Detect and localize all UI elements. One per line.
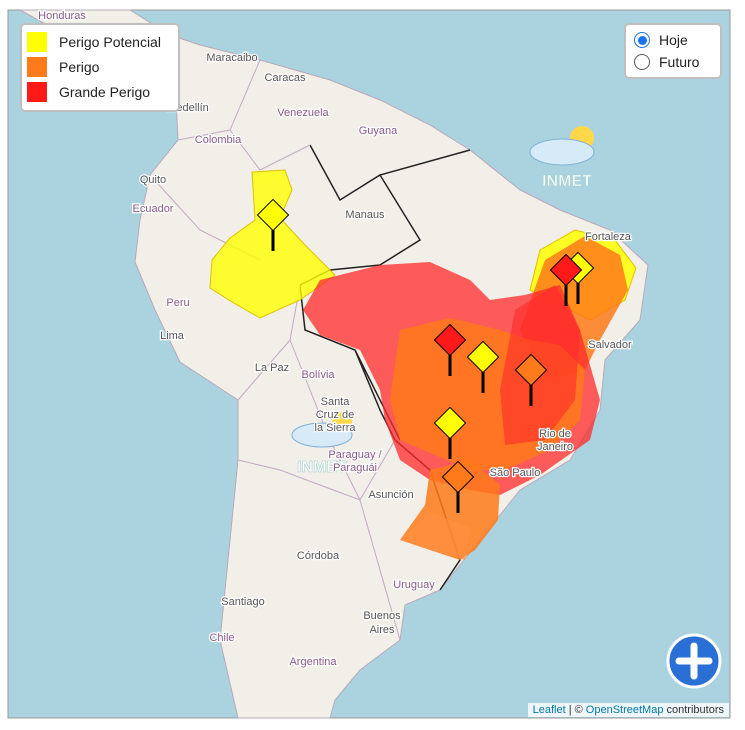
place-label: Asunción: [368, 489, 413, 501]
place-label: Peru: [166, 297, 189, 309]
admin-borders: [149, 59, 401, 641]
warning-icon: [441, 460, 475, 513]
place-label: Maracaibo: [206, 52, 257, 64]
place-label: São Paulo: [490, 467, 541, 479]
radio-button[interactable]: [634, 54, 650, 70]
attribution: Leaflet | © OpenStreetMap contributors: [527, 703, 729, 717]
place-label: Cruz de: [316, 409, 355, 421]
place-label: Bolívia: [301, 369, 335, 381]
radio-label: Futuro: [659, 54, 700, 70]
warning-icon: [466, 340, 500, 393]
alert-area-danger: [400, 512, 470, 560]
place-label: Manaus: [345, 209, 385, 221]
radio-label: Hoje: [659, 32, 688, 48]
attribution-suffix: contributors: [666, 704, 724, 716]
radio-option[interactable]: Hoje: [626, 29, 720, 51]
place-label: Venezuela: [277, 107, 329, 119]
place-label: Chile: [209, 632, 234, 644]
legend: Perigo Potencial Perigo Grande Perigo: [20, 23, 180, 112]
warning-icon: [514, 353, 548, 406]
place-label: Quito: [140, 174, 166, 186]
day-selector: Hoje Futuro: [624, 23, 722, 79]
place-label: Fortaleza: [585, 231, 632, 243]
place-label: Lima: [160, 330, 185, 342]
place-label: Santiago: [221, 596, 264, 608]
logo-text: INMET: [297, 459, 347, 476]
radio-button[interactable]: [634, 32, 650, 48]
place-label: Janeiro: [537, 441, 573, 453]
legend-swatch: [27, 81, 47, 102]
place-label: Buenos: [363, 610, 401, 622]
place-label: Paraguay /: [328, 449, 382, 461]
legend-item: Perigo Potencial: [22, 29, 178, 54]
place-label: Córdoba: [297, 550, 340, 562]
warning-icon: [549, 253, 583, 306]
warning-icon: [256, 198, 290, 251]
leaflet-link[interactable]: Leaflet: [532, 704, 566, 716]
place-label: La Paz: [255, 362, 289, 374]
place-label: la Sierra: [315, 422, 357, 434]
place-label: Paraguái: [333, 462, 377, 474]
place-label: Guyana: [359, 125, 398, 137]
place-label: Uruguay: [393, 579, 435, 591]
warning-icon: [433, 406, 467, 459]
land: [19, 9, 649, 719]
radio-option[interactable]: Futuro: [626, 51, 720, 73]
place-label: Rio de: [539, 428, 571, 440]
attribution-separator: | ©: [568, 704, 583, 716]
place-label: Aires: [369, 624, 395, 636]
place-label: Colombia: [195, 134, 242, 146]
logo-text: INMET: [542, 173, 592, 190]
legend-swatch: [27, 31, 47, 52]
place-label: Ecuador: [133, 203, 174, 215]
warning-icons: [256, 198, 595, 513]
place-label: Honduras: [38, 10, 86, 22]
place-label: Caracas: [265, 72, 306, 84]
place-label: Salvador: [588, 339, 632, 351]
legend-label: Perigo: [59, 58, 100, 75]
logo-inmet: INMET INMET: [291, 126, 595, 476]
place-label: Santa: [321, 396, 351, 408]
osm-link[interactable]: OpenStreetMap: [585, 704, 664, 716]
legend-label: Grande Perigo: [59, 83, 151, 100]
place-label: Argentina: [289, 656, 337, 668]
legend-label: Perigo Potencial: [59, 33, 161, 50]
zoom-button[interactable]: [666, 633, 722, 689]
legend-swatch: [27, 56, 47, 77]
legend-item: Grande Perigo: [22, 79, 178, 104]
legend-item: Perigo: [22, 54, 178, 79]
zoom-plus[interactable]: [675, 642, 713, 680]
warning-icon: [433, 323, 467, 376]
